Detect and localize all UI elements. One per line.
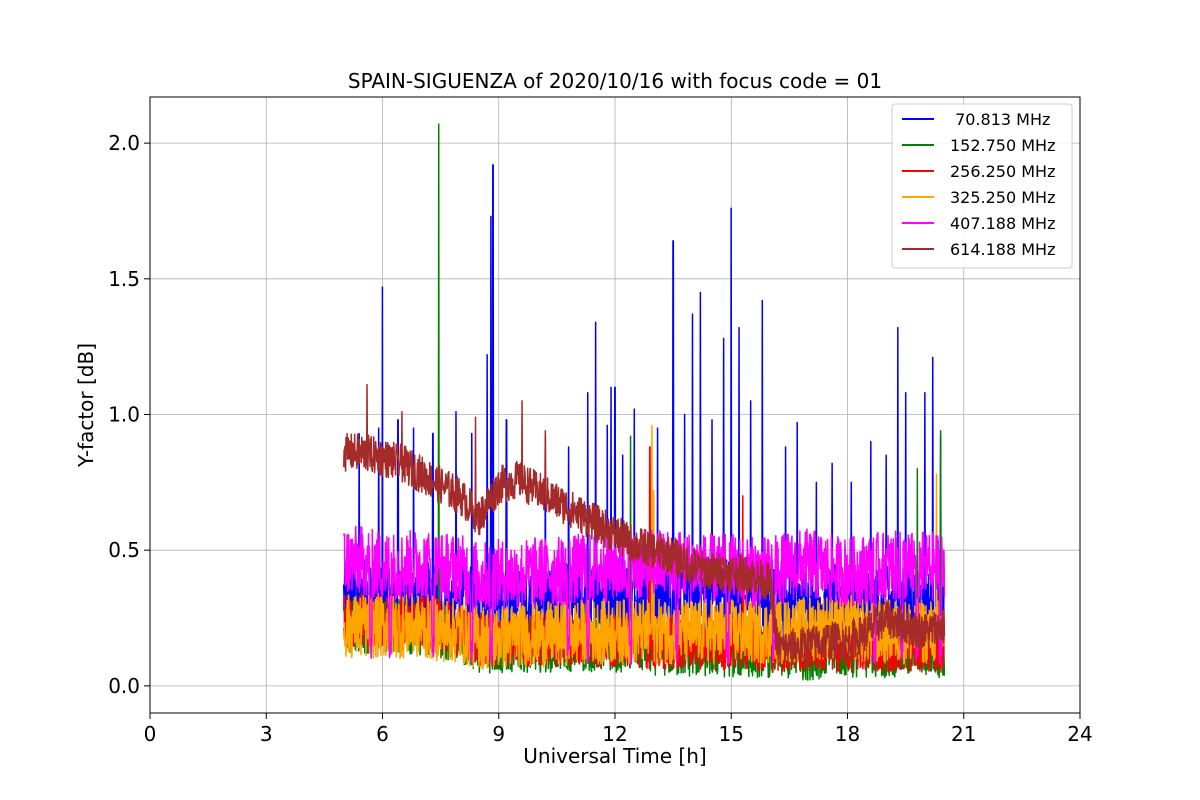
chart-title: SPAIN-SIGUENZA of 2020/10/16 with focus … (348, 69, 882, 93)
legend-entry: 325.250 MHz (950, 188, 1055, 207)
legend-entry: 152.750 MHz (950, 136, 1055, 155)
series-line-4 (343, 525, 946, 665)
x-axis-label: Universal Time [h] (523, 744, 706, 768)
y-tick-label: 0.0 (108, 674, 140, 698)
y-tick-label: 2.0 (108, 131, 140, 155)
x-tick-label: 18 (835, 722, 860, 746)
x-tick-label: 3 (260, 722, 273, 746)
tick-group: 0 3 6 9 12 15 18 21 24 0.0 0.5 1.0 1.5 2.0 (108, 131, 1093, 746)
x-tick-label: 15 (719, 722, 744, 746)
legend-entry: 70.813 MHz (950, 110, 1050, 129)
x-tick-label: 6 (376, 722, 389, 746)
x-tick-label: 9 (492, 722, 505, 746)
x-tick-label: 12 (602, 722, 627, 746)
x-tick-label: 21 (951, 722, 976, 746)
y-tick-label: 1.5 (108, 267, 140, 291)
y-tick-label: 1.0 (108, 402, 140, 426)
y-axis-label: Y-factor [dB] (74, 343, 98, 468)
legend: 70.813 MHz 152.750 MHz 256.250 MHz 325.250 … (891, 103, 1073, 269)
legend-box (891, 103, 1073, 269)
legend-entry: 407.188 MHz (950, 214, 1055, 233)
legend-entry: 256.250 MHz (950, 162, 1055, 181)
series-group (343, 123, 946, 681)
series-line-5 (343, 383, 946, 665)
legend-entry: 614.188 MHz (950, 240, 1055, 259)
y-tick-label: 0.5 (108, 538, 140, 562)
series-line-3 (343, 424, 946, 670)
x-tick-label: 0 (144, 722, 157, 746)
x-tick-label: 24 (1067, 722, 1092, 746)
